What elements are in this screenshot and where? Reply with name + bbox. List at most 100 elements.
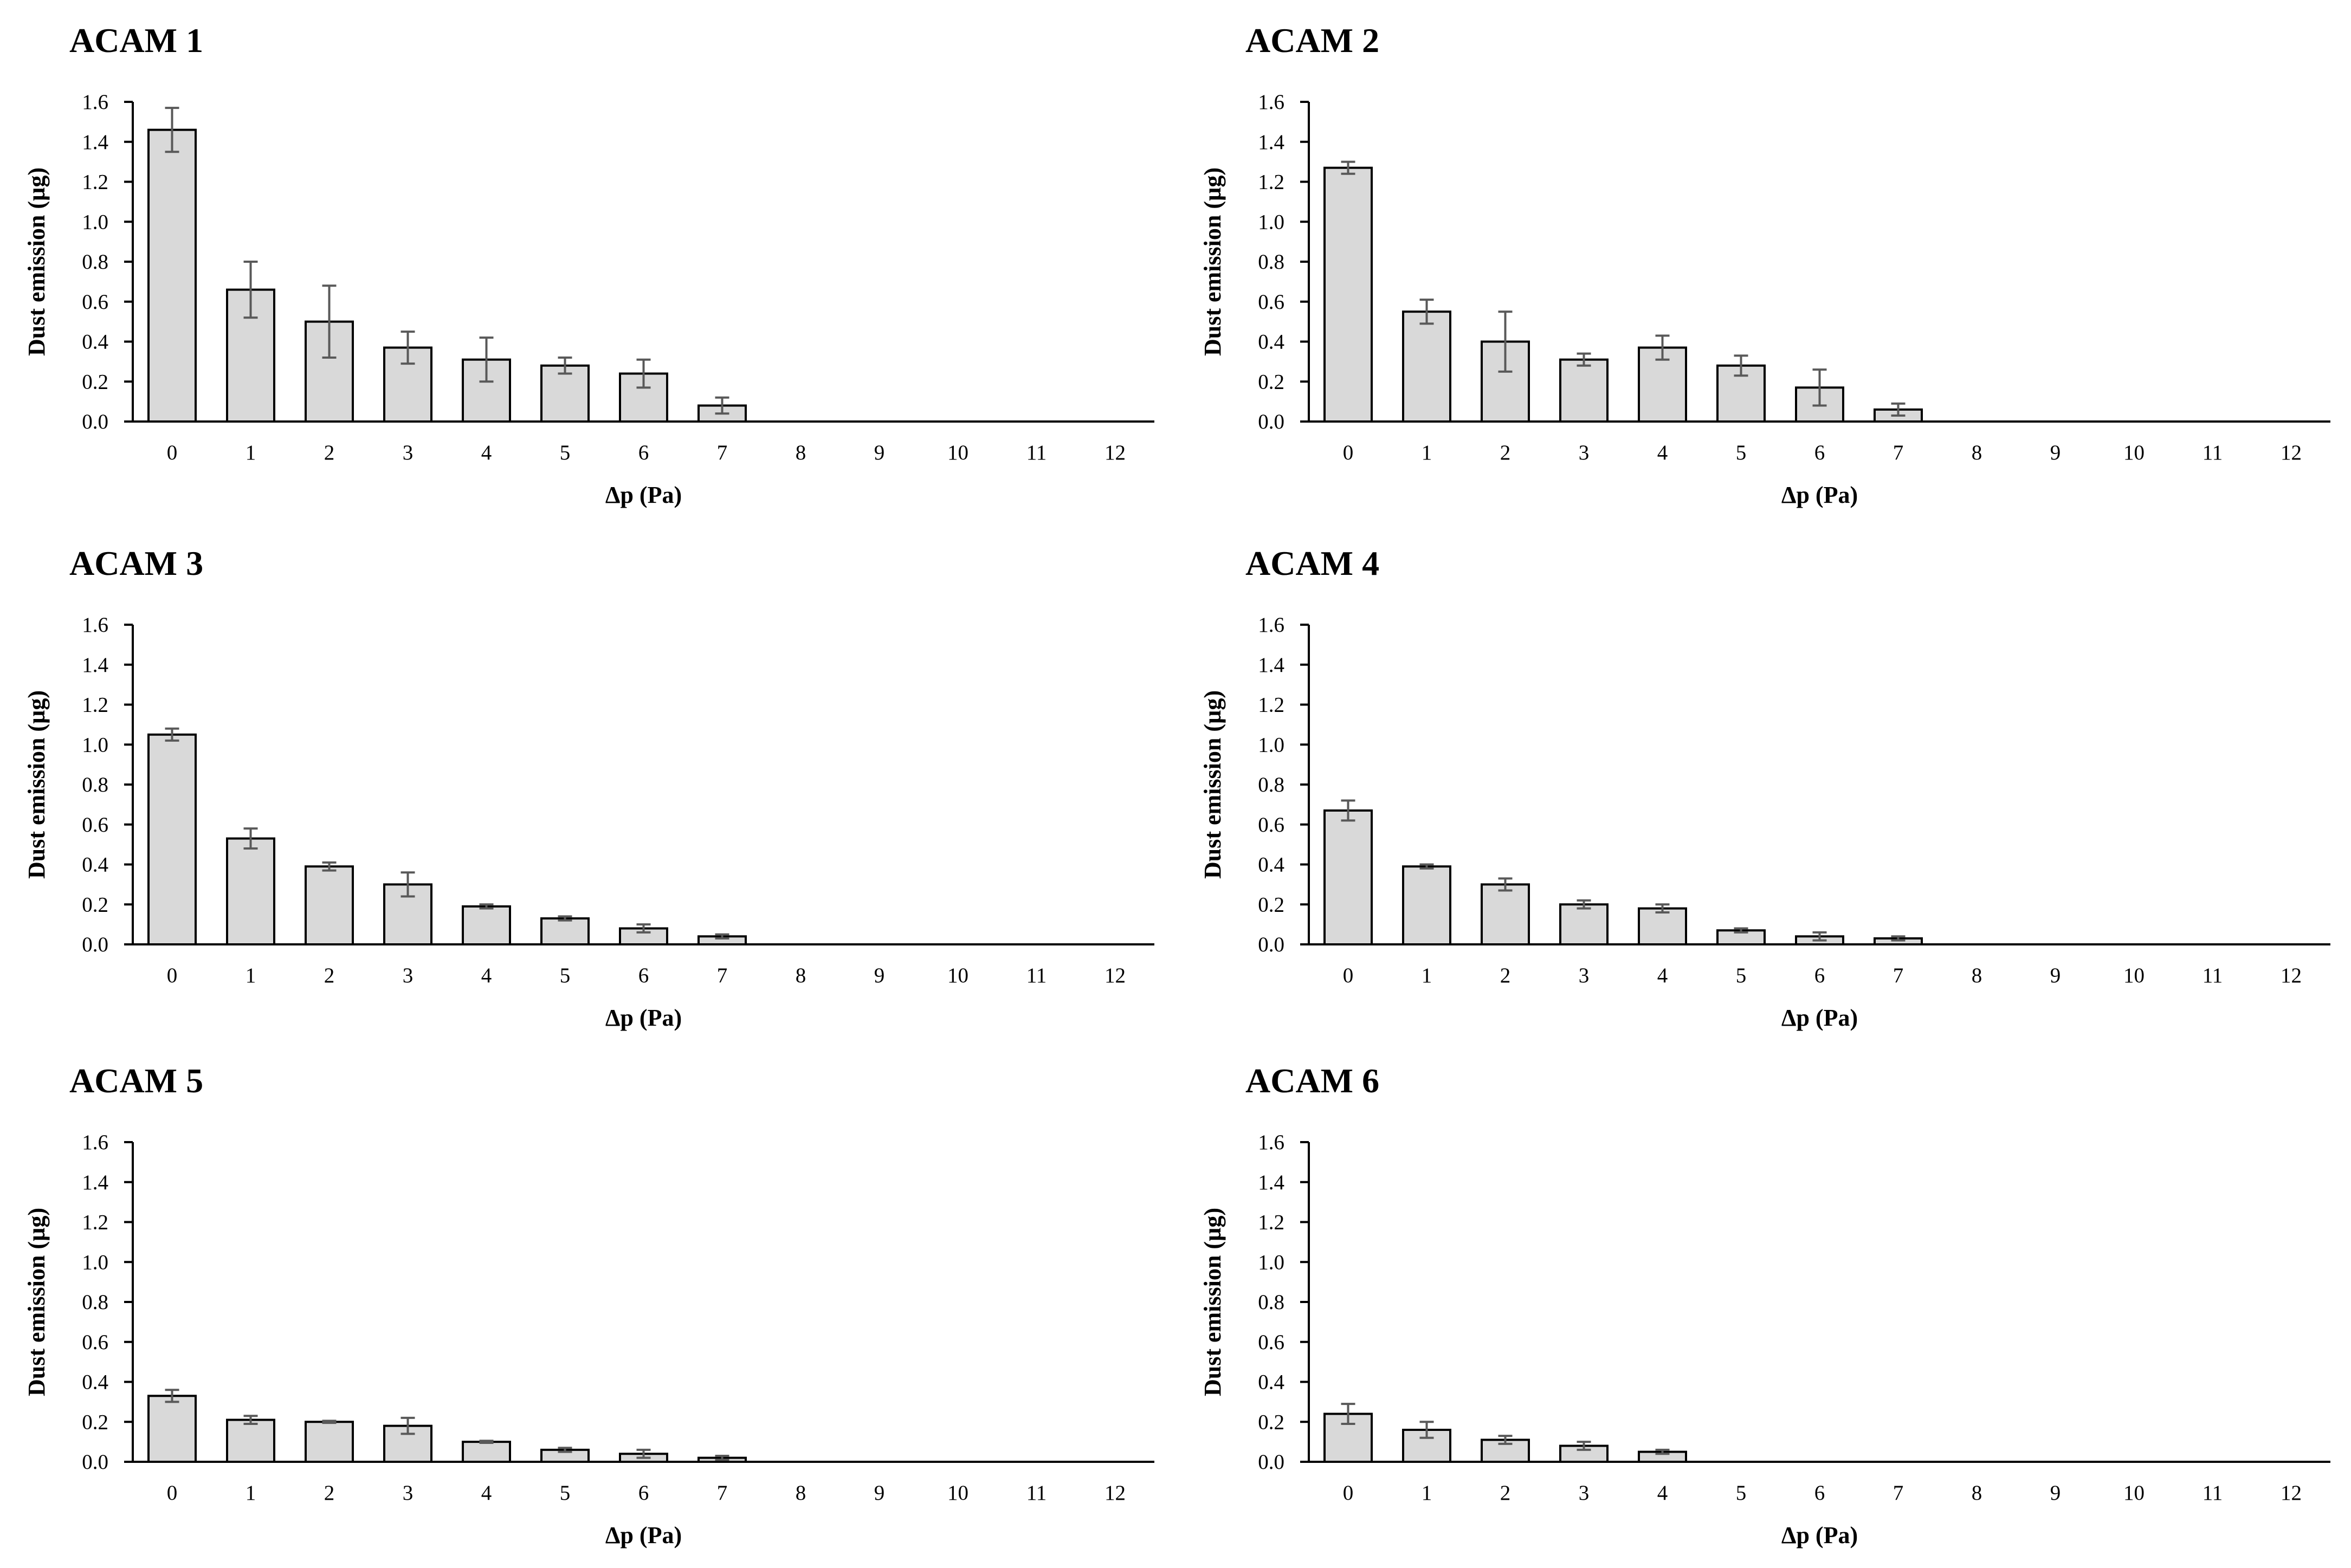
y-tick-label: 0.6 xyxy=(82,290,108,314)
x-tick-label: 0 xyxy=(1343,441,1354,464)
bar-dp-4 xyxy=(462,1441,511,1463)
bar-dp-3 xyxy=(1559,903,1609,945)
x-tick-label: 0 xyxy=(1343,1481,1354,1505)
y-tick-label: 1.2 xyxy=(1258,1211,1284,1234)
y-tick-label: 1.4 xyxy=(82,653,108,677)
x-tick-label: 8 xyxy=(796,441,806,464)
y-tick-label: 1.4 xyxy=(82,1171,108,1194)
y-tick-label: 1.6 xyxy=(1258,613,1284,637)
x-tick-label: 9 xyxy=(2050,964,2061,987)
y-tick-label: 0.6 xyxy=(82,813,108,837)
bar-dp-1 xyxy=(1402,865,1451,945)
x-tick-label: 11 xyxy=(2203,1481,2223,1505)
x-tick-label: 12 xyxy=(2281,1481,2302,1505)
y-tick-label: 1.6 xyxy=(82,90,108,114)
y-tick-label: 0.0 xyxy=(1258,410,1284,433)
chart-panel-acam-4: ACAM 40.00.20.40.60.81.01.21.41.60 1 2 3 4 5 6… xyxy=(1199,544,2330,1031)
y-tick-label: 1.2 xyxy=(1258,694,1284,717)
x-tick-label: 1 xyxy=(246,441,256,464)
x-tick-label: 2 xyxy=(1500,441,1511,464)
y-tick-label: 0.0 xyxy=(82,410,108,433)
y-tick-label: 1.4 xyxy=(1258,131,1284,154)
x-tick-label: 7 xyxy=(1893,441,1904,464)
error-bar-dp-0 xyxy=(1341,1403,1355,1425)
chart-title: ACAM 3 xyxy=(69,544,203,582)
x-tick-label: 1 xyxy=(1422,964,1432,987)
y-tick-label: 0.2 xyxy=(1258,370,1284,393)
error-bar-dp-2 xyxy=(1498,1435,1513,1445)
chart-panel-acam-2: ACAM 20.00.20.40.60.81.01.21.41.60 1 2 3 4 5 6… xyxy=(1199,21,2330,508)
error-bar-dp-6 xyxy=(636,1448,651,1459)
chart-title: ACAM 6 xyxy=(1245,1061,1379,1100)
x-tick-label: 8 xyxy=(1972,964,1982,987)
x-tick-label: 4 xyxy=(481,964,492,987)
x-tick-label: 2 xyxy=(324,1481,335,1505)
bar-dp-3 xyxy=(1559,358,1609,423)
x-tick-label: 5 xyxy=(1736,964,1747,987)
y-tick-label: 0.4 xyxy=(82,331,108,354)
y-tick-label: 1.0 xyxy=(1258,733,1284,756)
x-tick-label: 6 xyxy=(638,964,649,987)
x-tick-label: 6 xyxy=(1814,1481,1825,1505)
y-tick-label: 0.4 xyxy=(82,853,108,877)
bar-dp-5 xyxy=(540,917,590,945)
x-tick-label: 3 xyxy=(1579,441,1590,464)
y-tick-label: 0.4 xyxy=(82,1371,108,1394)
error-bar-dp-6 xyxy=(636,358,651,389)
y-tick-label: 0.0 xyxy=(1258,1450,1284,1474)
x-tick-label: 11 xyxy=(2203,964,2223,987)
error-bar-dp-7 xyxy=(1891,402,1906,417)
error-bar-dp-5 xyxy=(558,357,572,375)
error-bar-dp-0 xyxy=(165,107,179,153)
x-tick-label: 9 xyxy=(874,964,885,987)
x-tick-label: 12 xyxy=(1105,1481,1126,1505)
x-tick-label: 3 xyxy=(403,964,414,987)
y-tick-label: 1.0 xyxy=(1258,210,1284,234)
y-axis-title: Dust emission (µg) xyxy=(23,167,50,356)
y-tick-label: 0.8 xyxy=(82,773,108,796)
y-axis-title: Dust emission (µg) xyxy=(23,690,50,879)
x-tick-label: 2 xyxy=(324,964,335,987)
error-bar-dp-1 xyxy=(243,827,258,850)
y-tick-label: 1.2 xyxy=(82,694,108,717)
error-bar-dp-2 xyxy=(322,1420,337,1424)
y-tick-label: 1.6 xyxy=(82,613,108,637)
error-bar-dp-5 xyxy=(1734,354,1748,377)
error-bar-dp-7 xyxy=(1891,935,1906,942)
y-tick-label: 0.6 xyxy=(82,1331,108,1354)
x-axis-title: Δp (Pa) xyxy=(605,482,682,508)
y-tick-label: 1.6 xyxy=(82,1131,108,1154)
bar-dp-2 xyxy=(305,1421,354,1463)
y-tick-label: 0.0 xyxy=(1258,933,1284,956)
x-tick-label: 6 xyxy=(1814,964,1825,987)
bar-dp-0 xyxy=(1323,809,1373,945)
bar-dp-2 xyxy=(1481,883,1530,945)
x-tick-label: 2 xyxy=(1500,964,1511,987)
y-tick-label: 1.0 xyxy=(1258,1250,1284,1274)
x-tick-label: 3 xyxy=(403,1481,414,1505)
error-bar-dp-4 xyxy=(479,336,494,383)
error-bar-dp-1 xyxy=(243,261,258,319)
x-tick-label: 7 xyxy=(1893,964,1904,987)
x-axis-title: Δp (Pa) xyxy=(605,1005,682,1031)
y-tick-label: 0.0 xyxy=(82,933,108,956)
error-bar-dp-5 xyxy=(558,1447,572,1453)
error-bar-dp-7 xyxy=(715,396,729,415)
y-axis-title: Dust emission (µg) xyxy=(1199,690,1226,879)
y-tick-label: 1.0 xyxy=(82,1250,108,1274)
error-bar-dp-6 xyxy=(1812,368,1827,407)
error-bar-dp-0 xyxy=(165,727,179,742)
x-tick-label: 1 xyxy=(246,1481,256,1505)
y-tick-label: 0.8 xyxy=(1258,1291,1284,1314)
x-tick-label: 9 xyxy=(2050,441,2061,464)
error-bar-dp-5 xyxy=(558,915,572,922)
y-tick-label: 0.6 xyxy=(1258,1331,1284,1354)
error-bar-dp-1 xyxy=(1419,863,1434,870)
bar-dp-1 xyxy=(226,1418,275,1463)
x-tick-label: 10 xyxy=(947,964,968,987)
x-tick-label: 0 xyxy=(167,441,178,464)
x-axis-title: Δp (Pa) xyxy=(1781,1522,1858,1548)
x-tick-label: 11 xyxy=(1026,1481,1047,1505)
error-bar-dp-6 xyxy=(636,923,651,934)
